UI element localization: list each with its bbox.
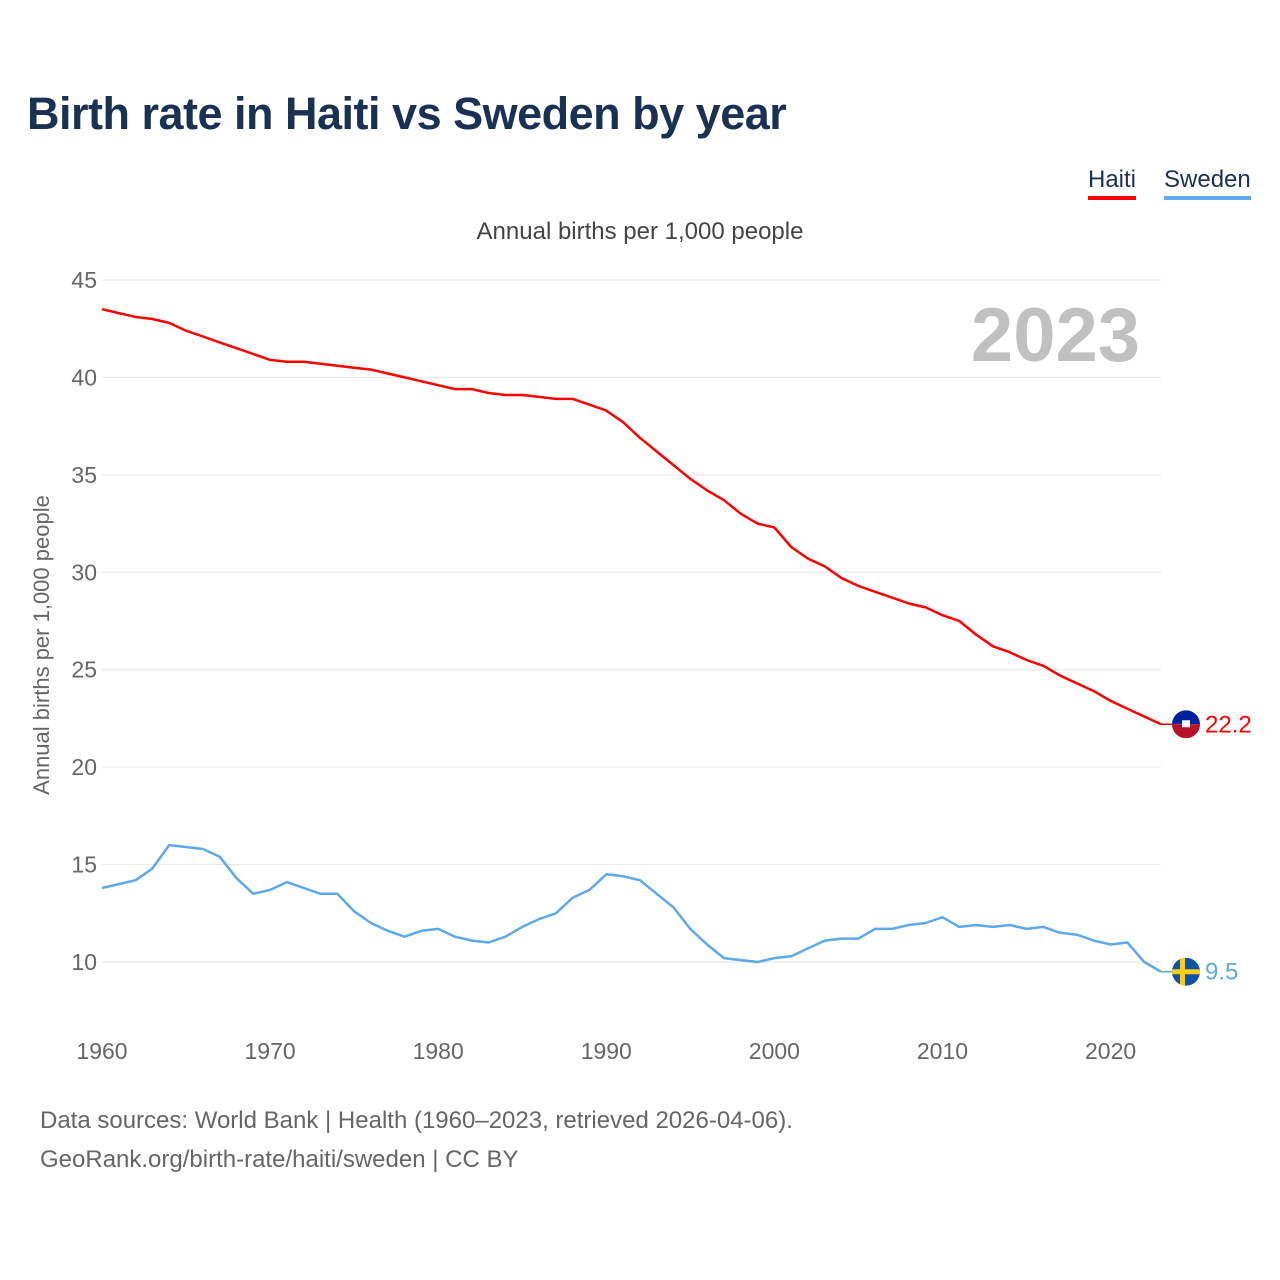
y-tick-label: 35 (71, 462, 97, 488)
haiti-flag-icon (1172, 710, 1200, 739)
chart-title: Birth rate in Haiti vs Sweden by year (27, 88, 787, 139)
source-line: Data sources: World Bank | Health (1960–… (40, 1107, 793, 1134)
legend-haiti[interactable]: Haiti (1088, 166, 1137, 200)
chart-subtitle: Annual births per 1,000 people (476, 218, 804, 245)
y-tick-label: 20 (71, 754, 97, 780)
x-tick-label: 2000 (749, 1038, 800, 1064)
y-tick-label: 45 (71, 267, 97, 293)
sweden-flag-icon (1172, 957, 1200, 986)
series-line-haiti[interactable] (101, 307, 1162, 726)
x-tick-label: 2010 (917, 1038, 968, 1064)
y-tick-label: 25 (71, 657, 97, 683)
year-label: 2023 (971, 293, 1140, 378)
x-tick-label: 1960 (76, 1038, 127, 1064)
end-value-label-sweden: 9.5 (1205, 959, 1238, 986)
y-tick-label: 30 (71, 559, 97, 585)
series-line-sweden[interactable] (101, 843, 1162, 973)
end-value-label-haiti: 22.2 (1205, 711, 1252, 738)
source-url[interactable]: GeoRank.org/birth-rate/haiti/sweden | CC… (40, 1146, 519, 1173)
x-tick-label: 1970 (245, 1038, 296, 1064)
y-tick-label: 10 (71, 949, 97, 975)
x-tick-label: 1990 (581, 1038, 632, 1064)
y-tick-label: 40 (71, 364, 97, 390)
x-tick-label: 2020 (1085, 1038, 1136, 1064)
y-tick-label: 15 (71, 852, 97, 878)
legend-sweden[interactable]: Sweden (1164, 166, 1251, 200)
x-tick-label: 1980 (413, 1038, 464, 1064)
